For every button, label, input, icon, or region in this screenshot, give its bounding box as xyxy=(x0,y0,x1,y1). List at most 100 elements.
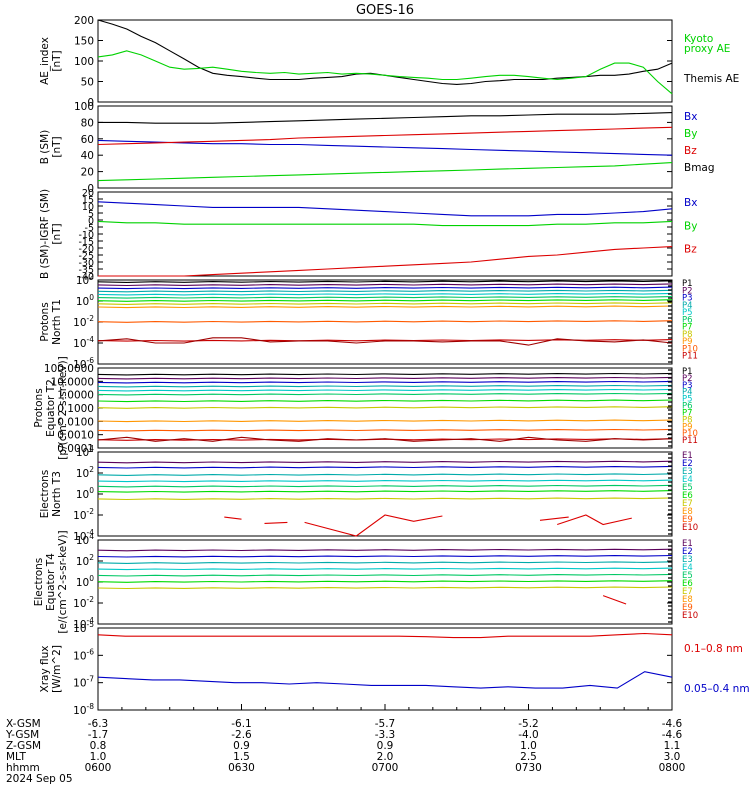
y-tick-label: -35 xyxy=(78,265,94,276)
y-tick-label: 1.0000 xyxy=(57,390,94,402)
x-row-value: 0800 xyxy=(659,762,686,774)
y-axis-label: Protons xyxy=(33,388,45,427)
y-tick-label: 15 xyxy=(82,195,94,206)
x-row-value: 1.0 xyxy=(520,740,537,752)
y-tick-label: 20 xyxy=(81,167,94,179)
y-axis-label: Electrons xyxy=(33,558,45,607)
y-tick-label: 10-4 xyxy=(73,335,94,350)
legend-P10: P10 xyxy=(682,429,698,439)
x-row-label: hhmm xyxy=(6,762,40,774)
y-tick-label: 10 xyxy=(82,202,94,213)
legend-bx: Bx xyxy=(684,111,697,123)
y-axis-label: B (SM) xyxy=(39,130,51,164)
channel-line-P5 xyxy=(97,388,673,392)
legend-proxy-ae: proxy AE xyxy=(684,43,730,55)
y-tick-label: 0 xyxy=(87,183,94,195)
legend-bz: Bz xyxy=(684,244,697,256)
legend-P8: P8 xyxy=(682,415,693,425)
y-tick-label: 60 xyxy=(81,134,94,146)
x-row-value: -2.6 xyxy=(231,729,252,741)
legend-E5: E5 xyxy=(682,571,693,581)
legend-themis-ae: Themis AE xyxy=(683,73,739,85)
y-tick-label: 150 xyxy=(74,36,94,48)
legend-E9: E9 xyxy=(682,515,693,525)
y-tick-label: 10-7 xyxy=(73,675,94,690)
channel-line-E2 xyxy=(97,465,673,469)
y-tick-label: 20 xyxy=(82,188,94,199)
channel-line-E4 xyxy=(97,567,673,571)
y-axis-label: [nT] xyxy=(51,223,63,244)
x-row-value: 1.5 xyxy=(233,751,250,763)
x-row-label: MLT xyxy=(6,751,26,763)
series-line-by xyxy=(97,220,673,227)
legend-E8: E8 xyxy=(682,595,693,605)
legend-E3: E3 xyxy=(682,467,693,477)
y-tick-label: 0 xyxy=(87,97,94,109)
channel-line-P11 xyxy=(97,337,673,346)
y-tick-label: 102 xyxy=(76,272,94,287)
legend-kyoto: Kyoto xyxy=(684,33,713,45)
channel-line-P4 xyxy=(97,289,673,293)
legend-E9: E9 xyxy=(682,603,693,613)
legend-E2: E2 xyxy=(682,459,693,469)
x-row-value: 0600 xyxy=(85,762,112,774)
legend-P7: P7 xyxy=(682,323,693,333)
panel-frame xyxy=(97,105,673,189)
legend-P8: P8 xyxy=(682,330,693,340)
legend-P11: P11 xyxy=(682,352,698,362)
y-tick-label: 80 xyxy=(81,117,94,129)
channel-line-E3 xyxy=(97,561,673,564)
y-axis-label: Equator T2 xyxy=(45,379,57,437)
legend-P2: P2 xyxy=(682,286,693,296)
legend-0-1-0-8-nm: 0.1–0.8 nm xyxy=(684,643,743,655)
panel-frame xyxy=(97,19,673,103)
channel-line-P10 xyxy=(97,428,673,432)
channel-line-E5 xyxy=(97,573,673,577)
x-row-value: -4.6 xyxy=(662,729,683,741)
date-label: 2024 Sep 05 xyxy=(6,773,73,785)
legend-E2: E2 xyxy=(682,547,693,557)
legend-E7: E7 xyxy=(682,587,693,597)
channel-line-E4 xyxy=(97,479,673,483)
legend-by: By xyxy=(684,128,697,140)
legend-P6: P6 xyxy=(682,402,693,412)
legend-P2: P2 xyxy=(682,374,693,384)
legend-P4: P4 xyxy=(682,301,693,311)
y-tick-label: 100 xyxy=(74,56,94,68)
x-row-value: -5.7 xyxy=(375,718,396,730)
legend-E7: E7 xyxy=(682,499,693,509)
channel-line-E7 xyxy=(97,497,673,501)
y-tick-label: 10-8 xyxy=(73,702,94,717)
channel-line-P8 xyxy=(97,302,673,305)
channel-line-P1 xyxy=(97,372,673,376)
legend-E5: E5 xyxy=(682,483,693,493)
y-axis-label: [p/(cm^2-s-sr-keV)] xyxy=(57,356,69,459)
channel-line-P6 xyxy=(97,392,673,396)
channel-line-P7 xyxy=(97,399,673,403)
legend-P7: P7 xyxy=(682,408,693,418)
legend-E4: E4 xyxy=(682,563,693,573)
legend-E1: E1 xyxy=(682,451,693,461)
legend-E10: E10 xyxy=(682,611,698,621)
x-row-value: 0700 xyxy=(372,762,399,774)
series-line-0-05-0-4-nm xyxy=(97,671,673,689)
channel-line-P3 xyxy=(97,286,673,290)
x-row-value: 3.0 xyxy=(664,751,681,763)
y-axis-label: Protons xyxy=(39,302,51,341)
panel-frame xyxy=(97,451,673,537)
x-row-value: -4.0 xyxy=(518,729,539,741)
y-axis-label: [nT] xyxy=(51,50,63,71)
y-tick-label: -40 xyxy=(78,272,94,283)
x-row-value: -6.1 xyxy=(231,718,252,730)
channel-line-E9 xyxy=(224,516,242,520)
legend-P1: P1 xyxy=(682,367,693,377)
y-tick-label: 10.0000 xyxy=(51,376,94,388)
y-axis-label: Electrons xyxy=(39,470,51,519)
channel-line-P9 xyxy=(97,419,673,423)
legend-P9: P9 xyxy=(682,422,693,432)
channel-line-E7 xyxy=(97,586,673,590)
x-row-label: X-GSM xyxy=(6,718,41,730)
legend-0-05-0-4-nm: 0.05–0.4 nm xyxy=(684,683,750,695)
